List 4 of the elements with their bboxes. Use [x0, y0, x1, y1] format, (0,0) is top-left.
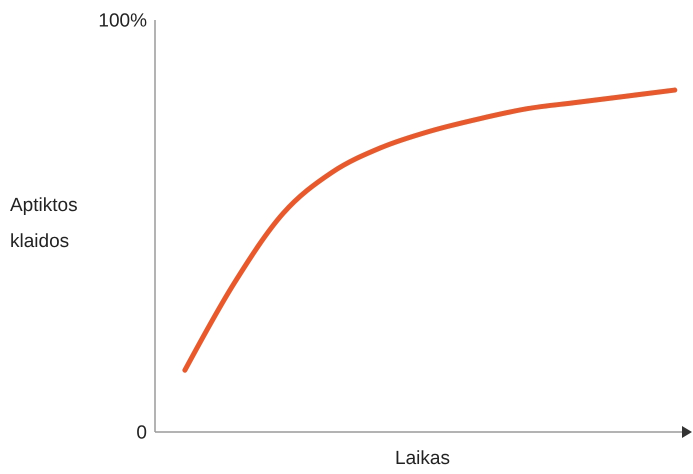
- y-tick-label: 0: [136, 422, 147, 444]
- x-axis-title: Laikas: [394, 448, 451, 470]
- y-axis-title: Aptiktos klaidos: [10, 194, 79, 254]
- y-tick-label: 100%: [98, 10, 148, 32]
